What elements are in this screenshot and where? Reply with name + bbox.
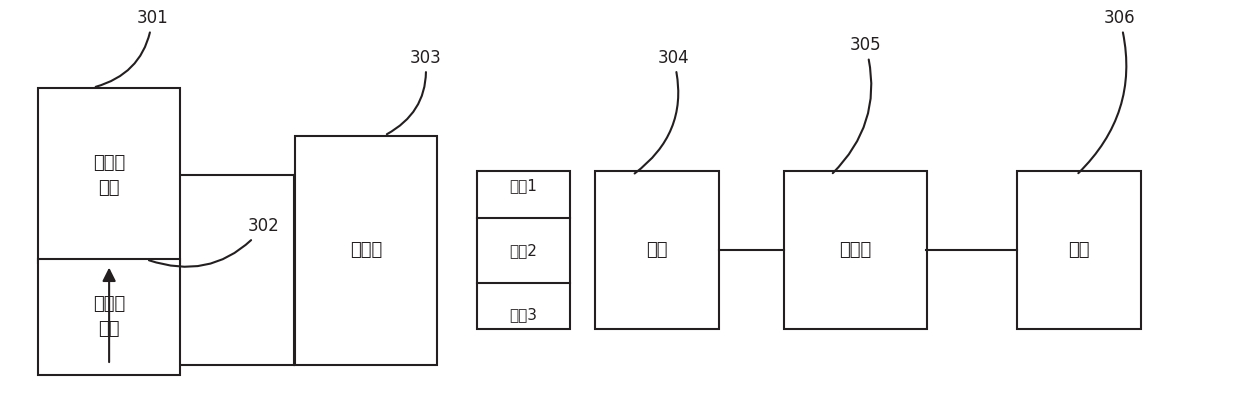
Text: 306: 306: [1079, 9, 1136, 173]
Text: 302: 302: [149, 217, 280, 267]
Text: 304: 304: [635, 48, 689, 173]
Text: 301: 301: [95, 9, 169, 87]
Text: 天线: 天线: [1068, 241, 1090, 259]
Text: 双工器: 双工器: [350, 241, 382, 259]
Text: 305: 305: [833, 36, 882, 173]
Bar: [1017, 171, 1141, 329]
Bar: [595, 171, 719, 329]
Bar: [37, 88, 181, 263]
Bar: [784, 171, 926, 329]
Text: 开关: 开关: [646, 241, 668, 259]
Text: 频段3: 频段3: [510, 307, 537, 322]
Text: 303: 303: [387, 48, 441, 134]
Bar: [295, 136, 438, 365]
Text: 射频收
发器: 射频收 发器: [93, 295, 125, 339]
Bar: [37, 259, 181, 375]
Bar: [476, 171, 570, 329]
Text: 频段1: 频段1: [510, 178, 537, 193]
Text: 功率放
大器: 功率放 大器: [93, 153, 125, 197]
Text: 频段2: 频段2: [510, 243, 537, 258]
Text: 测试座: 测试座: [839, 241, 872, 259]
